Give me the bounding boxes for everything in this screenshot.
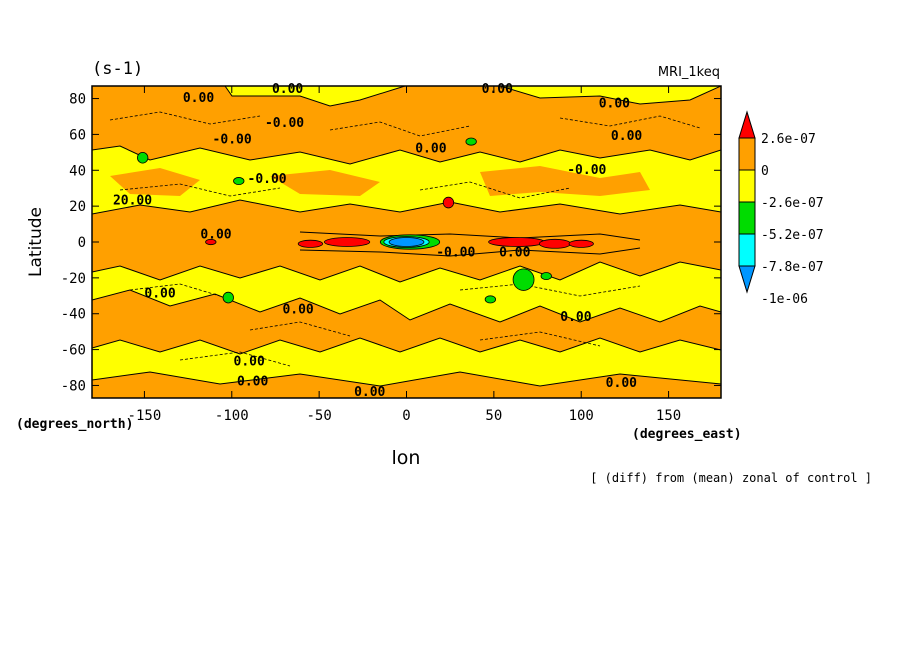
y-axis-ticks: -80 -60 -40 -20 0 20 40 60 80 — [61, 92, 721, 394]
colorbar-swatch — [738, 110, 756, 139]
unit-label: (s-1) — [92, 59, 143, 79]
x-tick-label: 100 — [569, 408, 594, 424]
colorbar-label: -5.2e-07 — [761, 228, 824, 243]
colorbar-swatch — [738, 233, 756, 267]
anomaly-region — [540, 272, 552, 281]
y-tick-label: -80 — [61, 378, 86, 394]
contour-lines — [92, 86, 721, 387]
anomaly-region — [205, 238, 217, 246]
contour-label: 0.00 — [144, 287, 175, 302]
colorbar-label: -2.6e-07 — [761, 196, 824, 211]
contour-label: 0.00 — [611, 129, 642, 144]
footnote: [ (diff) from (mean) zonal of control ] — [590, 471, 872, 485]
map-area: 0.000.00-0.000.000.000.00-0.000.00-0.00-… — [91, 82, 722, 400]
x-units-label: (degrees_east) — [632, 427, 742, 442]
contour-label: 0.00 — [272, 82, 303, 97]
positive-zone — [92, 372, 721, 398]
y-tick-label: 0 — [78, 235, 86, 251]
contour-label: -0.00 — [248, 172, 287, 187]
colorbar-label: 0 — [761, 164, 769, 179]
contour-label: -0.00 — [265, 116, 304, 131]
contour-label: 20.00 — [113, 193, 152, 208]
contour-label: 0.00 — [599, 97, 630, 112]
contour-label: 0.00 — [183, 91, 214, 106]
contour-label: -0.00 — [567, 163, 606, 178]
anomaly-region — [222, 291, 234, 304]
contour-label: 0.00 — [282, 303, 313, 318]
contour-label: 0.00 — [200, 227, 231, 242]
contour-label: -0.00 — [436, 245, 475, 260]
anomaly-region — [568, 239, 594, 248]
x-tick-label: 150 — [656, 408, 681, 424]
positive-zone — [92, 290, 721, 354]
y-tick-label: 20 — [69, 199, 86, 215]
x-tick-label: -100 — [215, 408, 249, 424]
positive-zone — [92, 86, 721, 164]
colorbar-swatch — [738, 169, 756, 203]
contour-labels: 0.000.00-0.000.000.000.00-0.000.00-0.00-… — [113, 82, 642, 400]
contour-label: 0.00 — [237, 374, 268, 389]
y-tick-label: -60 — [61, 343, 86, 359]
contour-label: 0.00 — [560, 310, 591, 325]
contour-label: 0.00 — [415, 141, 446, 156]
anomaly-region — [465, 137, 477, 146]
y-tick-label: -40 — [61, 307, 86, 323]
colorbar-swatch — [738, 201, 756, 235]
anomaly-region — [323, 237, 371, 247]
anomaly-region — [137, 151, 149, 164]
anomaly-region — [512, 268, 535, 291]
anomaly-region — [442, 196, 455, 209]
anomaly-region — [484, 295, 497, 304]
y-units-label: (degrees_north) — [16, 417, 133, 432]
contour-label: 0.00 — [606, 376, 637, 391]
positive-zone — [480, 166, 650, 196]
y-tick-label: 60 — [69, 127, 86, 143]
anomaly-region — [388, 237, 425, 247]
colorbar-swatch — [738, 265, 756, 294]
y-axis-title: Latitude — [26, 207, 46, 277]
contour-label: 0.00 — [499, 245, 530, 260]
anomaly-region — [538, 238, 572, 249]
colorbar-label: -1e-06 — [761, 292, 808, 307]
colorbar-label: 2.6e-07 — [761, 132, 816, 147]
contour-label: 0.00 — [234, 355, 265, 370]
anomaly-field — [92, 86, 721, 398]
positive-zone — [270, 170, 380, 196]
dashed-contours — [109, 111, 701, 367]
contour-label: 0.00 — [482, 82, 513, 97]
y-tick-label: 80 — [69, 92, 86, 108]
model-label: MRI_1keq — [658, 65, 720, 80]
x-tick-label: -50 — [306, 408, 331, 424]
x-tick-label: 50 — [485, 408, 502, 424]
colorbar-label: -7.8e-07 — [761, 260, 824, 275]
colorbar-swatch — [738, 137, 756, 171]
contour-label: -0.00 — [213, 132, 252, 147]
y-tick-label: 40 — [69, 163, 86, 179]
colorbar: 2.6e-07 0 -2.6e-07 -5.2e-07 -7.8e-07 -1e-06 — [738, 110, 824, 307]
x-axis-title: lon — [392, 447, 421, 469]
x-tick-label: 0 — [402, 408, 410, 424]
anomaly-region — [297, 239, 324, 248]
anomaly-region — [233, 177, 245, 186]
x-axis-ticks: -150 -100 -50 0 50 100 150 — [128, 86, 681, 424]
anomaly-regions — [137, 137, 594, 304]
x-tick-label: -150 — [128, 408, 162, 424]
contour-label: 0.00 — [354, 385, 385, 400]
y-tick-label: -20 — [61, 271, 86, 287]
